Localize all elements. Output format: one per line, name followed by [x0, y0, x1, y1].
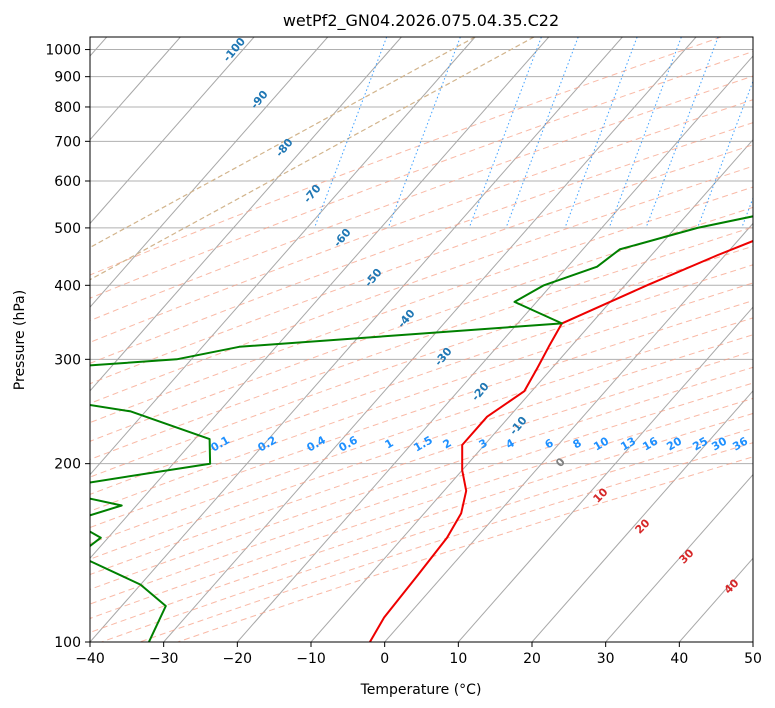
dry-adiabat-line — [90, 144, 753, 385]
isotherm-line — [90, 37, 476, 476]
isotherm-line — [457, 306, 753, 642]
dry-adiabat-line — [177, 456, 753, 642]
y-axis: 1000 900 800 700 600 500 400 300 200 100 — [45, 43, 90, 651]
dry-adiabat-line — [90, 226, 753, 460]
y-tick-label: 900 — [54, 70, 81, 86]
isotherm-line — [605, 473, 753, 642]
dry-adiabat-line — [139, 442, 753, 642]
x-tick-label: −20 — [223, 651, 253, 667]
dry-adiabat-line — [90, 282, 753, 512]
isotherm-line — [236, 55, 753, 642]
isotherm-line — [752, 641, 753, 642]
y-tick-label: 200 — [54, 457, 81, 473]
isotherm-line — [384, 222, 753, 642]
x-tick-label: 50 — [744, 651, 762, 667]
dry-adiabat-line — [90, 334, 753, 560]
x-tick-label: 40 — [670, 651, 688, 667]
dry-adiabat-line — [90, 165, 753, 404]
x-tick-label: −40 — [75, 651, 105, 667]
x-tick-label: −30 — [149, 651, 179, 667]
isotherm-line — [531, 390, 753, 642]
reference-curve — [90, 37, 535, 281]
isotherm-line — [90, 37, 402, 392]
isotherm-line — [90, 37, 623, 642]
x-tick-label: 30 — [597, 651, 615, 667]
chart-title: wetPf2_GN04.2026.075.04.35.C22 — [283, 11, 559, 31]
y-tick-label: 1000 — [45, 43, 81, 59]
isotherm-line — [163, 37, 697, 642]
y-axis-label: Pressure (hPa) — [12, 290, 28, 390]
isotherm-line — [90, 37, 550, 560]
dry-adiabat-line — [90, 264, 753, 495]
x-tick-label: 10 — [449, 651, 467, 667]
dry-adiabat-line — [90, 75, 753, 322]
plot-frame — [89, 36, 754, 643]
dry-adiabat-line — [90, 412, 753, 633]
isotherm-line — [90, 37, 255, 225]
x-tick-label: −10 — [296, 651, 326, 667]
dry-adiabat-line — [90, 186, 753, 424]
x-tick-label: 20 — [523, 651, 541, 667]
dry-adiabat-line — [90, 300, 753, 529]
dry-adiabat-line — [90, 245, 753, 478]
dry-adiabat-line — [90, 206, 753, 442]
y-tick-label: 400 — [54, 278, 81, 294]
reference-curve — [90, 37, 476, 249]
x-axis-label: Temperature (°C) — [360, 682, 482, 698]
y-tick-label: 100 — [54, 635, 81, 651]
plot-area — [90, 37, 753, 642]
dry-adiabat-line — [90, 99, 753, 343]
y-tick-label: 500 — [54, 221, 81, 237]
y-tick-label: 700 — [54, 134, 81, 150]
y-tick-label: 600 — [54, 174, 81, 190]
x-tick-label: 0 — [380, 651, 389, 667]
isotherm-line — [90, 37, 329, 308]
y-tick-label: 300 — [54, 352, 81, 368]
y-tick-label: 800 — [54, 100, 81, 116]
series-layer — [90, 215, 753, 642]
isotherm-line — [90, 37, 181, 141]
dry-adiabat-line — [101, 427, 753, 642]
x-axis: −40 −30 −20 −10 0 10 20 30 40 50 — [75, 642, 762, 667]
dry-adiabat-line — [90, 122, 753, 364]
dewpoint-profile-line — [90, 215, 753, 642]
